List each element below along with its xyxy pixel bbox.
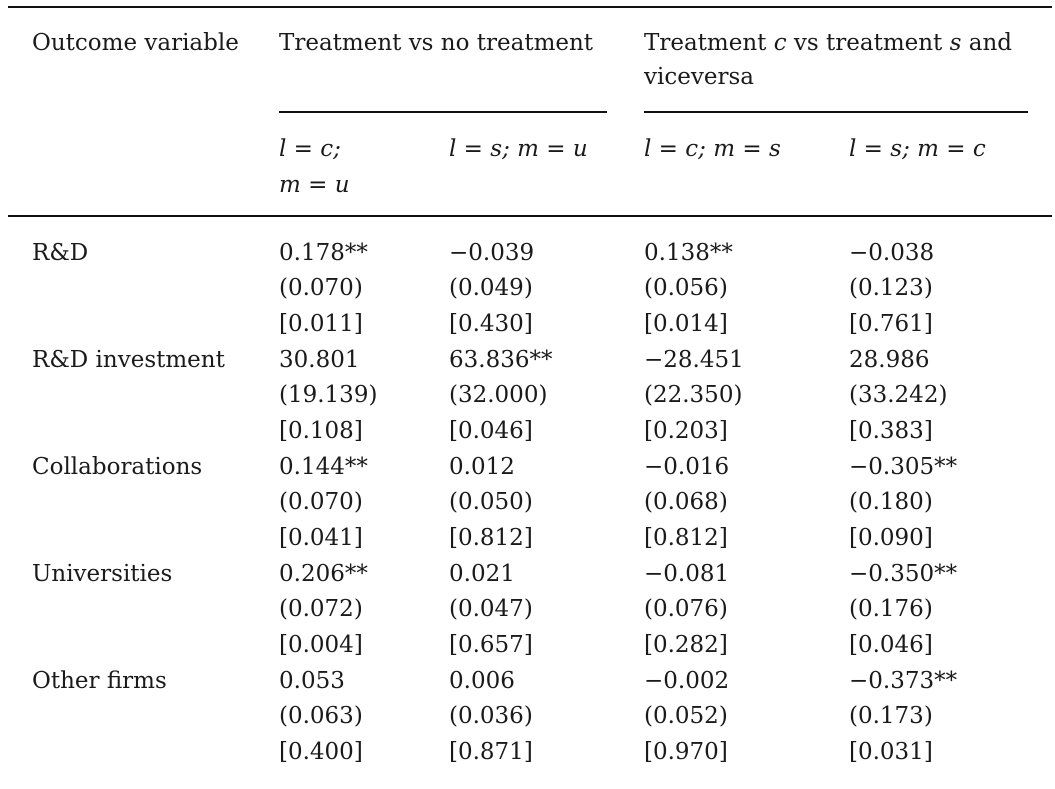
- cell-std-error: (0.068): [644, 489, 728, 515]
- cell-p-value: [0.871]: [449, 739, 533, 765]
- row-label-rd-investment: R&D investment: [32, 347, 225, 373]
- row-label-other-firms: Other firms: [32, 668, 167, 694]
- cell-std-error: (33.242): [849, 382, 948, 408]
- cell-std-error: (22.350): [644, 382, 743, 408]
- cell-p-value: [0.657]: [449, 632, 533, 658]
- cell-estimate: −0.002: [644, 668, 730, 694]
- cell-p-value: [0.812]: [644, 525, 728, 551]
- cell-std-error: (0.050): [449, 489, 533, 515]
- subcol3-header: l = c; m = s: [644, 136, 781, 162]
- cell-std-error: (0.072): [279, 596, 363, 622]
- cell-std-error: (0.123): [849, 275, 933, 301]
- cell-p-value: [0.812]: [449, 525, 533, 551]
- cell-p-value: [0.970]: [644, 739, 728, 765]
- cell-p-value: [0.041]: [279, 525, 363, 551]
- cell-p-value: [0.004]: [279, 632, 363, 658]
- cell-estimate: −0.350**: [849, 561, 958, 587]
- cell-std-error: (0.056): [644, 275, 728, 301]
- cell-estimate: 0.053: [279, 668, 345, 694]
- cell-p-value: [0.400]: [279, 739, 363, 765]
- group2-underline: [644, 111, 1028, 113]
- top-rule: [8, 6, 1052, 8]
- cell-p-value: [0.090]: [849, 525, 933, 551]
- cell-std-error: (0.173): [849, 703, 933, 729]
- group2-header-line1: Treatment c vs treatment s and: [644, 30, 1012, 56]
- row-label-rd: R&D: [32, 240, 89, 266]
- cell-estimate: 0.144**: [279, 454, 368, 480]
- cell-estimate: 0.021: [449, 561, 515, 587]
- cell-std-error: (0.047): [449, 596, 533, 622]
- cell-estimate: 0.178**: [279, 240, 368, 266]
- cell-std-error: (0.070): [279, 275, 363, 301]
- cell-estimate: −0.038: [849, 240, 935, 266]
- cell-p-value: [0.108]: [279, 418, 363, 444]
- cell-estimate: −0.039: [449, 240, 535, 266]
- cell-p-value: [0.014]: [644, 311, 728, 337]
- subcol4-header: l = s; m = c: [849, 136, 986, 162]
- cell-p-value: [0.046]: [849, 632, 933, 658]
- cell-estimate: 30.801: [279, 347, 360, 373]
- cell-p-value: [0.430]: [449, 311, 533, 337]
- cell-estimate: 63.836**: [449, 347, 553, 373]
- cell-estimate: 0.012: [449, 454, 515, 480]
- cell-std-error: (32.000): [449, 382, 548, 408]
- cell-std-error: (0.049): [449, 275, 533, 301]
- cell-std-error: (0.076): [644, 596, 728, 622]
- cell-p-value: [0.383]: [849, 418, 933, 444]
- cell-std-error: (0.036): [449, 703, 533, 729]
- cell-p-value: [0.282]: [644, 632, 728, 658]
- cell-p-value: [0.203]: [644, 418, 728, 444]
- cell-p-value: [0.046]: [449, 418, 533, 444]
- header-bottom-rule: [8, 215, 1052, 217]
- cell-estimate: −0.373**: [849, 668, 958, 694]
- group2-header-line2: viceversa: [644, 64, 754, 90]
- cell-std-error: (0.052): [644, 703, 728, 729]
- subcol1-header-line1: l = c;: [279, 136, 341, 162]
- cell-std-error: (0.063): [279, 703, 363, 729]
- cell-std-error: (0.180): [849, 489, 933, 515]
- row-label-collaborations: Collaborations: [32, 454, 203, 480]
- row-label-universities: Universities: [32, 561, 173, 587]
- cell-estimate: 0.138**: [644, 240, 733, 266]
- cell-estimate: −0.016: [644, 454, 730, 480]
- cell-p-value: [0.011]: [279, 311, 363, 337]
- cell-estimate: 28.986: [849, 347, 930, 373]
- cell-estimate: 0.206**: [279, 561, 368, 587]
- subcol2-header: l = s; m = u: [449, 136, 588, 162]
- cell-estimate: −0.305**: [849, 454, 958, 480]
- cell-p-value: [0.031]: [849, 739, 933, 765]
- cell-std-error: (19.139): [279, 382, 378, 408]
- outcome-variable-header: Outcome variable: [32, 30, 239, 56]
- cell-std-error: (0.176): [849, 596, 933, 622]
- cell-estimate: −28.451: [644, 347, 744, 373]
- group1-header: Treatment vs no treatment: [279, 30, 594, 56]
- cell-estimate: −0.081: [644, 561, 730, 587]
- subcol1-header-line2: m = u: [279, 172, 350, 198]
- group1-underline: [279, 111, 607, 113]
- cell-p-value: [0.761]: [849, 311, 933, 337]
- cell-estimate: 0.006: [449, 668, 515, 694]
- cell-std-error: (0.070): [279, 489, 363, 515]
